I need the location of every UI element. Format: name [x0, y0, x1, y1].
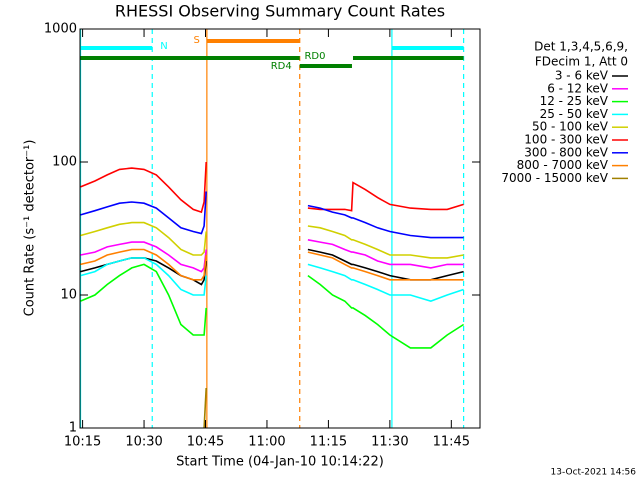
- y-tick-label: 10: [60, 288, 77, 303]
- legend-label: 800 - 7000 keV: [517, 158, 609, 172]
- chart-title: RHESSI Observing Summary Count Rates: [115, 2, 445, 21]
- series-line: [80, 221, 464, 259]
- legend-label: 300 - 800 keV: [524, 145, 608, 159]
- x-axis-label: Start Time (04-Jan-10 10:14:22): [176, 455, 384, 470]
- state-label: RD0: [304, 51, 325, 62]
- legend-label: 7000 - 15000 keV: [501, 171, 608, 185]
- y-tick-label: 1: [69, 421, 77, 436]
- legend-label: 50 - 100 keV: [532, 120, 609, 134]
- legend-label: 25 - 50 keV: [540, 107, 609, 121]
- series-line: [80, 257, 464, 302]
- series-line: [80, 191, 464, 239]
- legend-header: Det 1,3,4,5,6,9,: [534, 40, 628, 54]
- x-tick-label: 10:15: [64, 435, 101, 450]
- footer: 13-Oct-2021 14:56: [551, 468, 637, 478]
- legend-label: 12 - 25 keV: [540, 94, 609, 108]
- x-tick-label: 11:15: [310, 435, 347, 450]
- y-axis-label: Count Rate (s⁻¹ detector⁻¹): [23, 140, 38, 317]
- legend-label: 100 - 300 keV: [524, 133, 608, 147]
- series-line: [203, 387, 207, 429]
- x-tick-label: 10:45: [187, 435, 224, 450]
- series-line: [80, 239, 464, 273]
- x-tick-label: 11:30: [371, 435, 408, 450]
- x-tick-label: 11:45: [433, 435, 470, 450]
- state-label: RD4: [271, 61, 292, 72]
- series-line: [80, 263, 465, 349]
- series-line: [80, 248, 464, 281]
- legend-label: 3 - 6 keV: [555, 69, 609, 83]
- series-line: [80, 161, 464, 214]
- state-label: N: [160, 41, 167, 52]
- y-tick-label: 1000: [44, 22, 77, 37]
- legend-header: FDecim 1, Att 0: [535, 55, 628, 69]
- x-tick-label: 10:30: [125, 435, 162, 450]
- y-tick-label: 100: [52, 155, 77, 170]
- x-tick-label: 11:00: [248, 435, 285, 450]
- plot-frame: [79, 28, 481, 429]
- legend-label: 6 - 12 keV: [547, 81, 609, 95]
- state-label: S: [194, 35, 200, 46]
